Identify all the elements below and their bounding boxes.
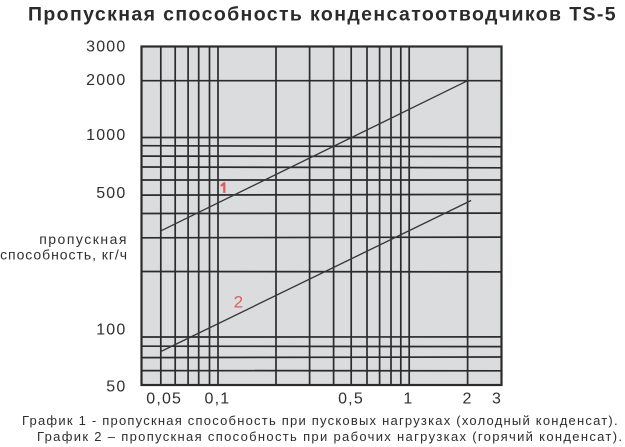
svg-text:1000: 1000 [86, 127, 126, 144]
svg-text:500: 500 [96, 185, 126, 202]
svg-text:100: 100 [96, 321, 126, 338]
svg-text:0,05: 0,05 [146, 391, 182, 408]
svg-text:3: 3 [492, 391, 502, 408]
svg-text:2: 2 [463, 391, 473, 408]
svg-text:2: 2 [234, 293, 243, 312]
svg-text:3000: 3000 [86, 38, 126, 55]
svg-text:0,5: 0,5 [338, 391, 364, 408]
svg-text:0,1: 0,1 [204, 391, 230, 408]
svg-text:пропускная: пропускная [39, 231, 128, 247]
svg-text:График 1 - пропускная способно: График 1 - пропускная способность при пу… [22, 413, 619, 428]
svg-text:1: 1 [403, 391, 413, 408]
svg-text:2000: 2000 [86, 72, 126, 89]
svg-text:50: 50 [106, 378, 126, 395]
svg-text:способность, кг/ч: способность, кг/ч [0, 247, 128, 263]
svg-text:Пропускная способность конденс: Пропускная способность конденсатоотводчи… [28, 3, 617, 25]
svg-text:График 2 – пропускная способн: График 2 – пропускная способность при ра… [37, 429, 623, 444]
